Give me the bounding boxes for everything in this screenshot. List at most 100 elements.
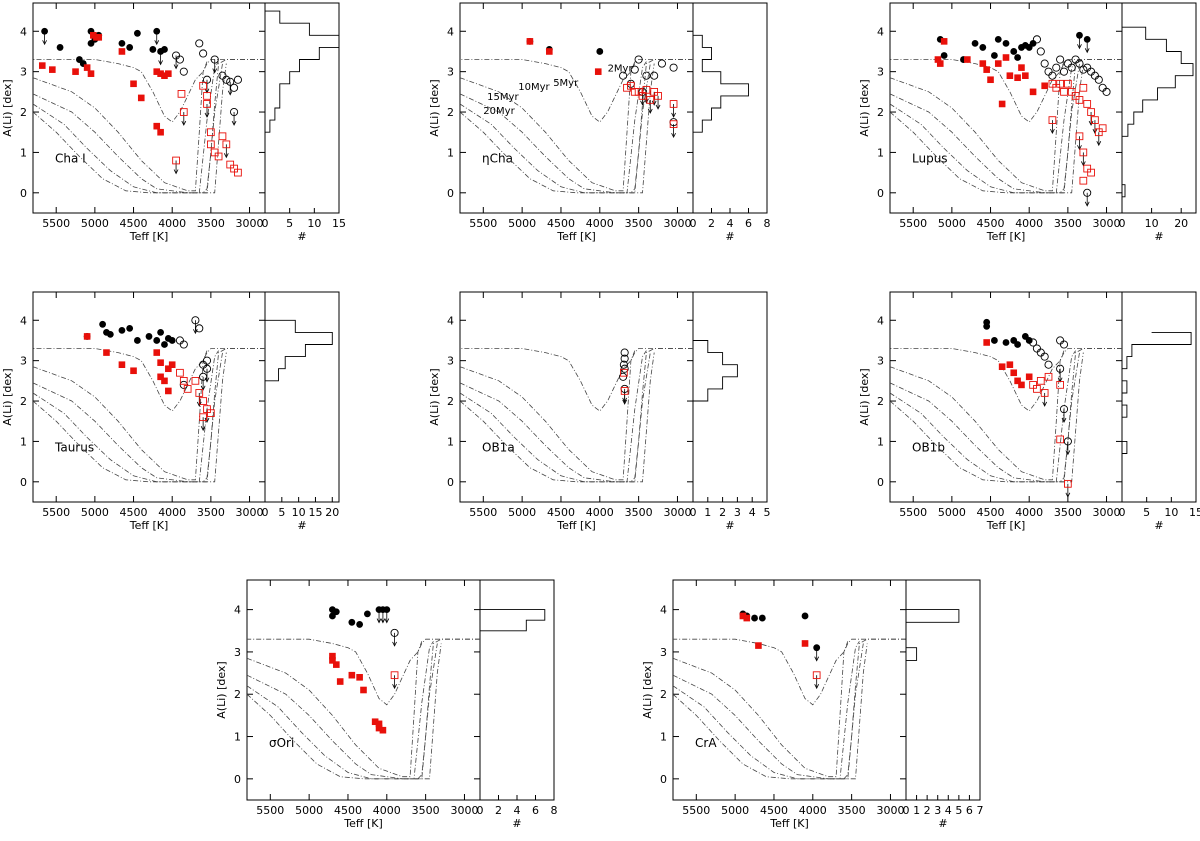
data-point-open-square: [222, 140, 231, 149]
isochrone-line: [32, 61, 219, 194]
isochrone-label: 15Myr: [487, 92, 519, 103]
upper-limit-arrowhead: [1061, 417, 1067, 424]
isochrone-line: [1059, 59, 1122, 194]
data-point-open-circle: [1063, 437, 1072, 446]
isochrone-line: [246, 641, 423, 778]
hist-x-tick-label: 10: [1164, 506, 1178, 519]
x-tick-label: 3500: [625, 217, 653, 230]
data-point-open-square: [207, 128, 215, 137]
x-tick-label: 3000: [663, 217, 691, 230]
histogram-frame: [1121, 2, 1197, 214]
y-tick-label: 0: [20, 476, 27, 489]
x-tick-label: 3500: [625, 506, 653, 519]
y-tick-label: 4: [20, 314, 27, 327]
data-point-filled-square: [348, 671, 356, 679]
y-tick-label: 0: [660, 773, 667, 786]
x-tick-label: 4000: [586, 506, 614, 519]
plot-frame: [889, 291, 1123, 503]
x-tick-label: 3000: [450, 804, 478, 817]
isochrone-line: [202, 348, 265, 483]
hist-x-tick-label: 5: [1143, 506, 1150, 519]
isochrone-line: [672, 643, 864, 780]
hist-x-tick-label: 6: [532, 804, 539, 817]
x-tick-label: 5500: [682, 804, 710, 817]
y-tick-label: 2: [877, 395, 884, 408]
isochrone-line: [889, 63, 1080, 194]
histogram-frame: [692, 291, 768, 503]
data-point-filled-square: [526, 38, 534, 45]
hist-x-tick-label: 0: [903, 804, 910, 817]
data-point-open-square: [1056, 381, 1064, 389]
x-tick-label: 3000: [236, 506, 264, 519]
hist-x-tick-label: 4: [749, 506, 756, 519]
data-point-filled-square: [375, 720, 383, 728]
data-point-open-square: [812, 671, 821, 680]
data-point-filled-square: [157, 70, 164, 77]
upper-limit-arrowhead: [1077, 44, 1082, 50]
y-tick-label: 4: [234, 604, 241, 617]
x-tick-label: 5000: [938, 506, 966, 519]
hist-x-tick-label: 15: [332, 217, 346, 230]
data-point-filled-circle: [1010, 48, 1018, 55]
data-point-filled-circle: [99, 320, 106, 328]
data-point-filled-square: [1029, 88, 1037, 96]
data-point-open-circle: [620, 354, 629, 363]
data-point-open-circle: [1040, 352, 1049, 361]
histogram-steps: [693, 34, 749, 133]
data-point-filled-square: [130, 80, 137, 88]
data-point-open-circle: [202, 356, 212, 365]
data-point-filled-square: [379, 726, 387, 734]
histogram-steps: [693, 340, 738, 402]
data-point-filled-circle: [149, 46, 157, 53]
isochrone-line: [843, 638, 906, 780]
data-point-open-square: [630, 87, 639, 96]
y-tick-label: 1: [877, 146, 884, 159]
isochrone-line: [246, 643, 442, 780]
data-point-open-square: [1029, 381, 1037, 389]
y-tick-label: 1: [20, 435, 27, 448]
y-tick-label: 1: [877, 435, 884, 448]
histogram-frame: [264, 2, 340, 214]
upper-limit-arrowhead: [181, 120, 187, 126]
x-tick-label: 3500: [412, 804, 440, 817]
data-point-open-square: [1079, 83, 1088, 92]
data-point-filled-circle: [1002, 39, 1010, 47]
data-point-filled-circle: [1014, 341, 1021, 348]
x-tick-label: 4000: [1015, 217, 1043, 230]
data-point-open-circle: [634, 55, 643, 64]
isochrone-line: [889, 350, 1065, 481]
plot-frame: [32, 291, 266, 503]
data-point-filled-circle: [118, 39, 126, 47]
isochrone-line: [459, 352, 655, 483]
data-point-filled-circle: [348, 618, 356, 626]
data-point-open-circle: [202, 75, 212, 84]
panel-label: σOri: [269, 736, 294, 750]
y-tick-label: 4: [20, 25, 27, 38]
isochrone-line: [246, 643, 438, 780]
data-point-filled-square: [153, 68, 161, 75]
data-point-open-square: [627, 81, 635, 90]
hist-x-tick-label: 10: [1145, 217, 1159, 230]
data-point-open-circle: [218, 71, 227, 80]
isochrone-line: [460, 348, 693, 412]
data-point-filled-square: [987, 76, 994, 84]
data-point-filled-square: [983, 66, 990, 73]
histogram-steps: [1121, 26, 1194, 198]
data-point-open-square: [179, 108, 188, 116]
data-point-open-square: [1087, 108, 1095, 116]
isochrone-line: [459, 350, 636, 481]
histogram-frame: [479, 579, 555, 801]
data-point-open-square: [179, 376, 188, 385]
y-tick-label: 2: [447, 395, 454, 408]
y-tick-label: 4: [877, 314, 884, 327]
data-point-open-circle: [179, 67, 188, 76]
data-point-open-circle: [1094, 75, 1103, 84]
data-point-open-circle: [1067, 63, 1076, 72]
histogram-steps: [479, 599, 546, 632]
data-point-open-circle: [230, 83, 239, 92]
data-point-open-square: [218, 132, 227, 141]
hist-x-tick-label: 1: [704, 506, 711, 519]
data-point-open-square: [1056, 435, 1064, 444]
histogram-frame: [692, 2, 768, 214]
data-point-open-circle: [210, 55, 219, 64]
